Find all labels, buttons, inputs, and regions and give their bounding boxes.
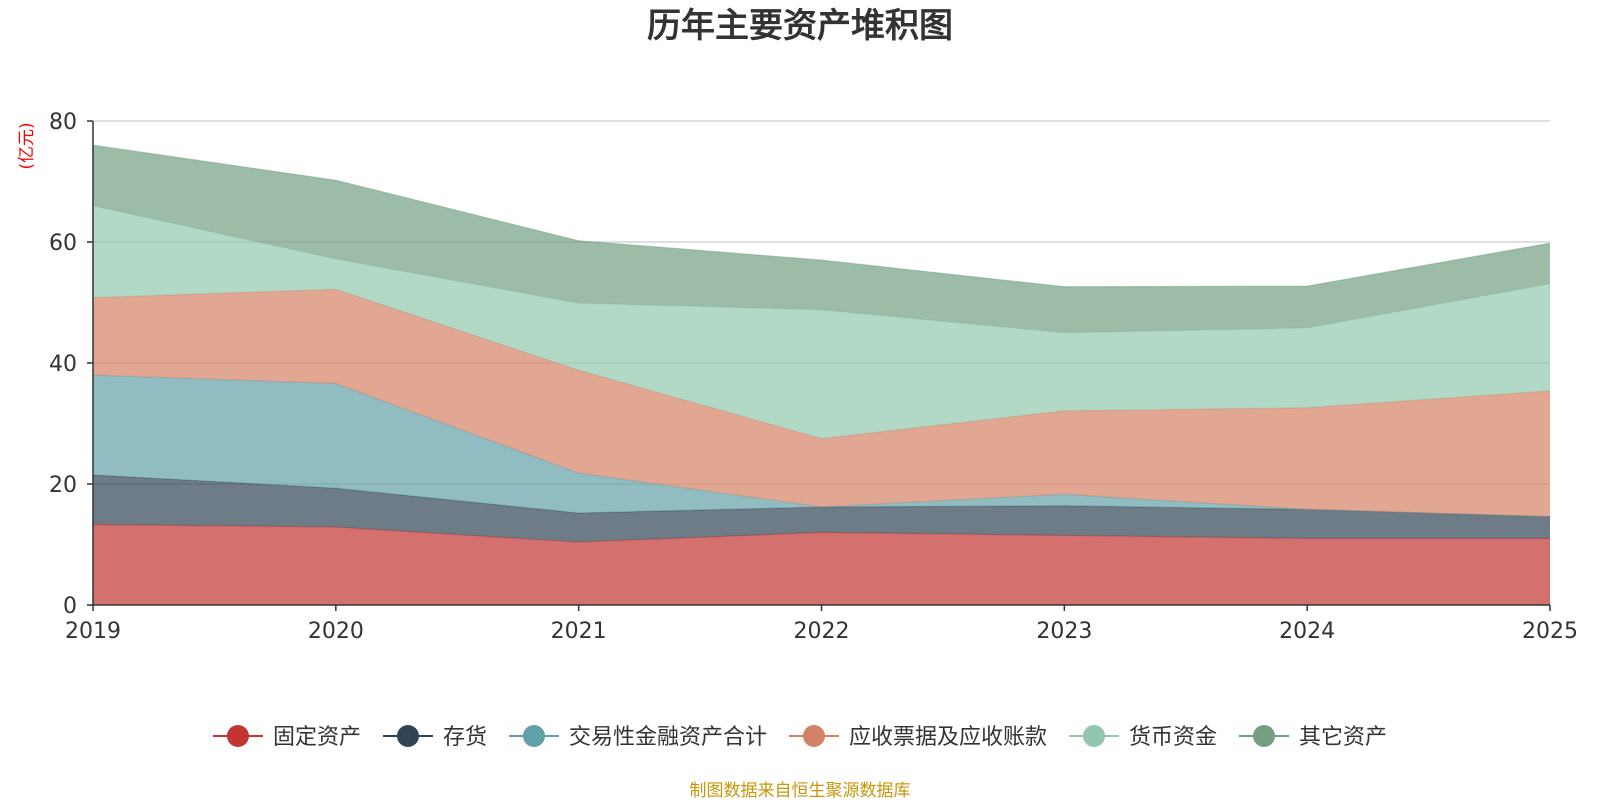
legend-label: 固定资产 (273, 725, 361, 750)
x-tick-label: 2024 (1279, 619, 1335, 644)
legend-marker-dot (522, 725, 545, 747)
legend[interactable]: 固定资产 存货 交易性金融资产合计 应收票据及应收账款 货币资金 其它资产 (212, 725, 1387, 750)
data-point (578, 240, 580, 242)
data-point (1306, 285, 1308, 287)
legend-label: 存货 (443, 725, 487, 750)
legend-label: 交易性金融资产合计 (569, 725, 767, 750)
legend-marker-dot (396, 725, 419, 747)
y-tick-label: 60 (49, 231, 77, 256)
legend-marker-dot (803, 725, 825, 747)
series-area (93, 375, 1550, 517)
x-tick-label: 2023 (1036, 619, 1092, 644)
legend-label: 其它资产 (1299, 725, 1387, 750)
data-point (335, 179, 337, 181)
legend-item-5[interactable]: 货币资金 (1069, 725, 1217, 750)
legend-marker-dot (1253, 725, 1276, 747)
axes: 0 20 40 60 80 2019 2020 2021 2022 2023 2024 2025 (49, 110, 1578, 644)
y-tick-label: 80 (49, 110, 77, 135)
legend-marker-dot (1083, 725, 1106, 747)
legend-label: 应收票据及应收账款 (849, 725, 1047, 750)
legend-marker-dot (226, 725, 249, 747)
legend-item-1[interactable]: 固定资产 (212, 725, 361, 750)
x-tick-label: 2021 (551, 619, 607, 644)
legend-item-3[interactable]: 交易性金融资产合计 (508, 725, 767, 750)
y-tick-label: 20 (49, 473, 77, 498)
data-point (1549, 242, 1551, 244)
legend-item-4[interactable]: 应收票据及应收账款 (789, 725, 1047, 750)
series-area (93, 145, 1550, 333)
series-line (92, 144, 1551, 288)
y-axis-unit-label: (亿元) (17, 122, 37, 169)
x-tick-label: 2025 (1522, 619, 1578, 644)
chart-title: 历年主要资产堆积图 (647, 6, 953, 46)
x-tick-label: 2019 (65, 619, 121, 644)
legend-item-6[interactable]: 其它资产 (1239, 725, 1387, 750)
series-area (93, 289, 1550, 517)
y-tick-label: 40 (49, 352, 77, 377)
y-tick-label: 0 (63, 594, 77, 619)
series-area (93, 474, 1550, 543)
area-series-group (92, 144, 1551, 605)
series-area (93, 205, 1550, 439)
x-tick-label: 2020 (308, 619, 364, 644)
data-point (820, 259, 823, 261)
legend-item-2[interactable]: 存货 (382, 725, 487, 750)
data-source-note: 制图数据来自恒生聚源数据库 (690, 781, 911, 800)
legend-label: 货币资金 (1129, 725, 1217, 750)
x-tick-label: 2022 (794, 619, 850, 644)
data-point (1063, 286, 1065, 288)
series-area (93, 524, 1550, 605)
